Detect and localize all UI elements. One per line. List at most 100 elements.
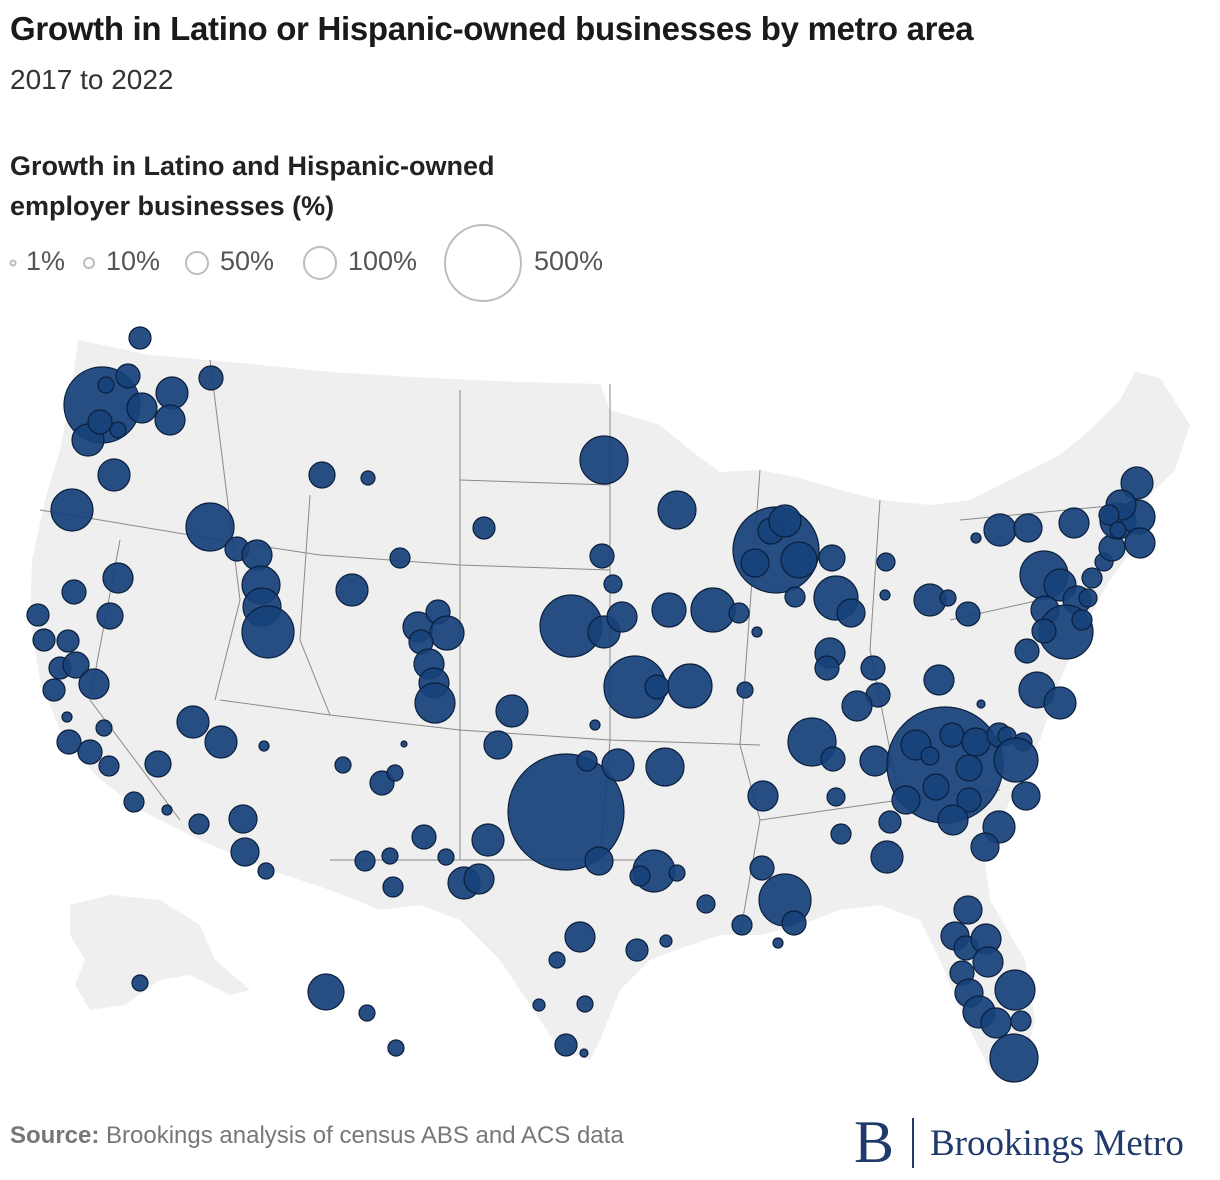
- metro-bubble: [972, 946, 1004, 978]
- metro-bubble: [736, 681, 754, 699]
- size-legend: [0, 220, 700, 310]
- metro-bubble: [386, 764, 404, 782]
- legend-circle-500: [444, 224, 522, 302]
- metro-bubble: [354, 850, 376, 872]
- metro-bubble: [937, 804, 969, 836]
- metro-bubble: [102, 562, 134, 594]
- metro-bubble: [841, 690, 873, 722]
- metro-bubble: [437, 848, 455, 866]
- legend-circle-10: [83, 257, 95, 269]
- metro-bubble: [87, 409, 113, 435]
- metro-bubble: [389, 547, 411, 569]
- source-text: Brookings analysis of census ABS and ACS…: [106, 1122, 624, 1149]
- metro-bubble: [780, 541, 818, 579]
- metro-bubble: [976, 699, 986, 709]
- metro-bubble: [400, 740, 408, 748]
- metro-bubble: [589, 543, 615, 569]
- metro-bubble: [204, 725, 238, 759]
- metro-bubble: [1120, 466, 1154, 500]
- legend-circles: [9, 224, 522, 302]
- metro-bubble: [1058, 507, 1090, 539]
- metro-bubble: [548, 951, 566, 969]
- metro-bubble: [668, 864, 686, 882]
- metro-bubble: [161, 804, 173, 816]
- metro-bubble: [532, 998, 546, 1012]
- metro-bubble: [589, 719, 601, 731]
- legend-label-50: 50%: [220, 246, 275, 276]
- metro-bubble: [1014, 638, 1040, 664]
- metro-bubble: [307, 973, 345, 1011]
- metro-bubble: [579, 435, 629, 485]
- metro-bubble: [625, 938, 649, 962]
- metro-bubble: [109, 421, 127, 439]
- metro-bubble: [820, 746, 846, 772]
- metro-bubble: [241, 605, 295, 659]
- metro-bubble: [155, 376, 189, 410]
- source-note: Source: Brookings analysis of census ABS…: [10, 1122, 624, 1150]
- metro-bubble: [826, 787, 846, 807]
- source-label: Source:: [10, 1122, 100, 1149]
- metro-bubble: [257, 862, 275, 880]
- metro-bubble: [56, 729, 82, 755]
- us-map: [26, 326, 1190, 1083]
- metro-bubble: [1078, 588, 1098, 608]
- metro-bubble: [953, 895, 983, 925]
- metro-bubble: [97, 458, 131, 492]
- metro-bubble: [185, 502, 235, 552]
- metro-bubble: [584, 846, 614, 876]
- metro-bubble: [781, 910, 807, 936]
- metro-bubble: [961, 727, 991, 757]
- metro-bubble: [115, 363, 141, 389]
- metro-bubble: [989, 1033, 1039, 1083]
- metro-bubble: [32, 628, 56, 652]
- metro-bubble: [768, 504, 802, 538]
- metro-bubble: [335, 573, 369, 607]
- metro-bubble: [859, 745, 891, 777]
- brookings-metro-logo: B Brookings Metro: [854, 1112, 1214, 1172]
- metro-bubble: [814, 655, 840, 681]
- metro-bubble: [922, 773, 950, 801]
- legend-title: Growth in Latino and Hispanic-owned empl…: [10, 151, 495, 221]
- metro-bubble: [601, 748, 635, 782]
- metro-bubble: [955, 754, 983, 782]
- metro-bubble: [26, 603, 50, 627]
- metro-bubble: [358, 1004, 376, 1022]
- metro-bubble: [749, 855, 775, 881]
- metro-bubble: [860, 655, 886, 681]
- metro-bubble: [1081, 567, 1103, 589]
- metro-bubble: [472, 516, 496, 540]
- metro-bubble: [360, 470, 376, 486]
- metro-bubble: [629, 865, 651, 887]
- metro-bubble: [95, 719, 113, 737]
- metro-bubble: [463, 863, 495, 895]
- chart-subtitle: 2017 to 2022: [10, 64, 174, 95]
- metro-bubble: [554, 1033, 578, 1057]
- metro-bubble: [230, 837, 260, 867]
- metro-bubble: [939, 722, 965, 748]
- metro-bubble: [784, 586, 806, 608]
- metro-bubble: [891, 785, 921, 815]
- metro-bubble: [42, 678, 66, 702]
- metro-bubble: [772, 937, 784, 949]
- metro-bubble: [77, 739, 103, 765]
- metro-bubble: [78, 668, 110, 700]
- metro-bubble: [970, 832, 1000, 862]
- metro-bubble: [657, 490, 697, 530]
- metro-bubble: [126, 392, 158, 424]
- metro-bubble: [970, 532, 982, 544]
- metro-bubble: [258, 740, 270, 752]
- metro-bubble: [1010, 1010, 1032, 1032]
- metro-bubble: [870, 840, 904, 874]
- metro-bubble: [228, 804, 258, 834]
- metro-bubble: [97, 376, 115, 394]
- metro-bubble: [644, 674, 670, 700]
- metro-bubble: [983, 513, 1017, 547]
- metro-bubble: [645, 747, 685, 787]
- metro-bubble: [381, 847, 399, 865]
- metro-bubble: [128, 326, 152, 350]
- metro-bubble: [980, 1007, 1012, 1039]
- metro-bubble: [1011, 781, 1041, 811]
- metro-bubble: [659, 934, 673, 948]
- metro-bubble: [123, 791, 145, 813]
- alaska-land: [70, 895, 250, 1010]
